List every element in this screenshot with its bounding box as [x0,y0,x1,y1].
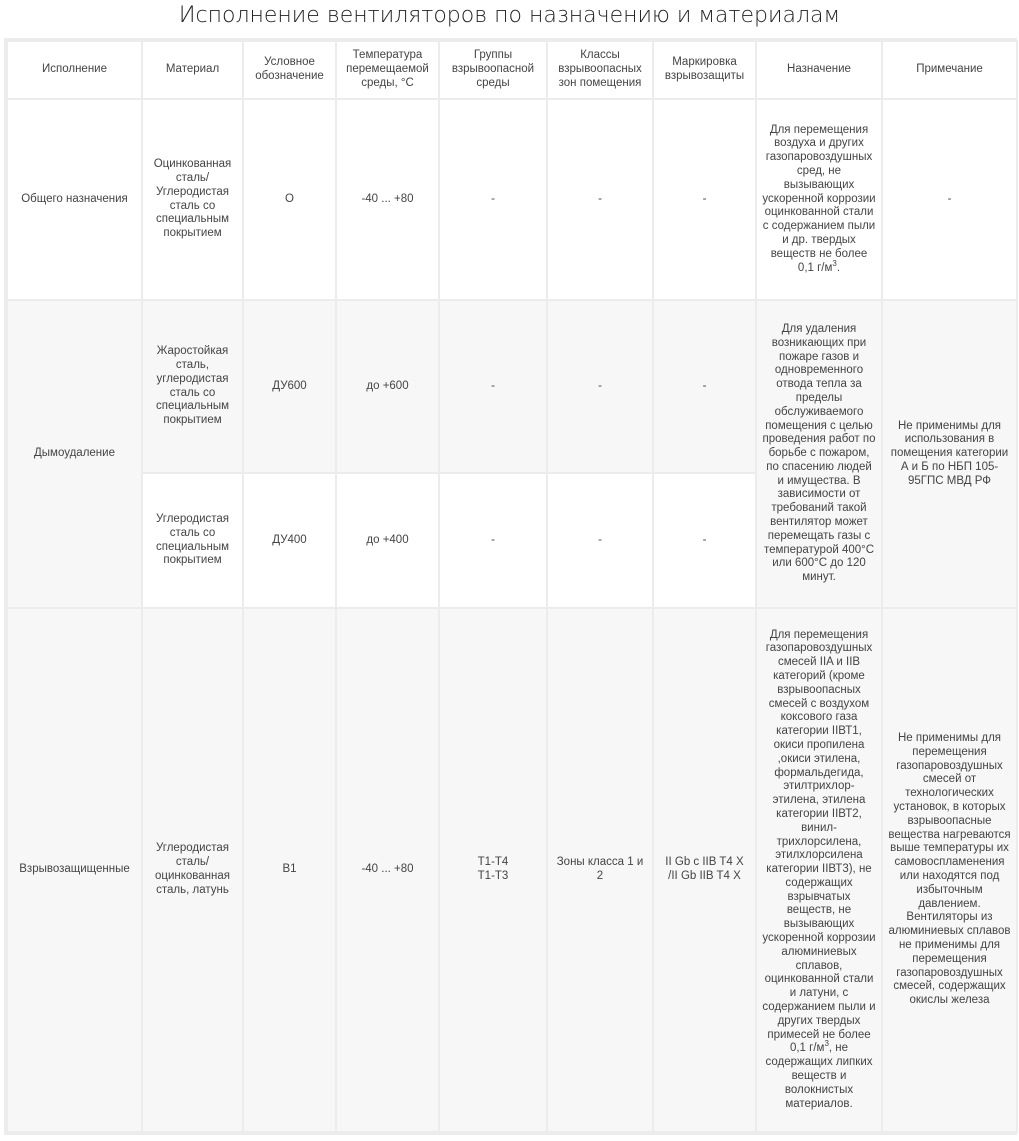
cell-marking: - [652,299,757,474]
header-zones: Классы взрывоопасных зон помещения [546,40,654,100]
cell-designation: ДУ400 [242,472,337,609]
header-material: Материал [141,40,244,100]
header-groups: Группы взрывоопасной среды [438,40,548,100]
cell-groups: - [438,299,548,474]
fan-table: Исполнение Материал Условное обозначение… [6,40,1018,1133]
fan-table-container: Исполнение Материал Условное обозначение… [4,38,1018,1135]
cell-temperature: -40 ... +80 [335,607,440,1133]
cell-designation: ДУ600 [242,299,337,474]
table-row: Дымоудаление Жаростойкая сталь, углероди… [6,299,1018,609]
cell-groups: Т1-Т4 Т1-Т3 [438,607,548,1133]
cell-note: Не применимы для использования в помещен… [881,299,1018,609]
cell-designation: В1 [242,607,337,1133]
table-row: Взрывозащищенные Углеродистая сталь/ оци… [6,607,1018,1133]
purpose-text-end: , не содержащих липких веществ и волокни… [765,1042,873,1110]
cell-marking: - [652,98,757,301]
cell-designation: О [242,98,337,301]
superscript: 3 [824,1039,829,1049]
table-row: Углеродистая сталь со специальным покрыт… [7,472,1017,609]
cell-execution: Дымоудаление [6,299,143,609]
cell-zones: - [546,472,654,609]
cell-temperature: до +400 [335,472,440,609]
header-marking: Маркировка взрывозащиты [652,40,757,100]
superscript: 3 [832,258,837,268]
cell-note: - [881,98,1018,301]
cell-zones: - [546,299,654,474]
purpose-text: Для перемещения воздуха и других газопар… [762,123,876,274]
header-row: Исполнение Материал Условное обозначение… [6,40,1018,100]
header-designation: Условное обозначение [242,40,337,100]
purpose-text: Для перемещения газопаровоздушных смесей… [762,628,876,1055]
cell-material: Жаростойкая сталь, углеродистая сталь со… [141,299,244,474]
header-note: Примечание [881,40,1018,100]
cell-execution: Общего назначения [6,98,143,301]
cell-purpose: Для перемещения газопаровоздушных смесей… [755,607,883,1133]
cell-zones: Зоны класса 1 и 2 [546,607,654,1133]
group-line: Т1-Т3 [477,870,509,882]
cell-note: Не применимы для перемещения газопаровоз… [881,607,1018,1133]
cell-temperature: до +600 [335,299,440,474]
cell-zones: - [546,98,654,301]
cell-purpose: Для перемещения воздуха и других газопар… [755,98,883,301]
group-line: Т1-Т4 [477,856,509,869]
header-temperature: Температура перемещаемой среды, °С [335,40,440,100]
cell-marking: - [652,472,757,609]
header-execution: Исполнение [6,40,143,100]
page-title: Исполнение вентиляторов по назначению и … [178,3,841,28]
cell-purpose: Для удаления возникающих при пожаре газо… [755,299,883,609]
cell-material: Углеродистая сталь со специальным покрыт… [141,472,244,609]
cell-material: Углеродистая сталь/ оцинкованная сталь, … [141,607,244,1133]
header-purpose: Назначение [755,40,883,100]
cell-execution: Взрывозащищенные [6,607,143,1133]
cell-temperature: -40 ... +80 [335,98,440,301]
cell-marking: II Gb c IIB T4 X /II Gb IIB T4 X [652,607,757,1133]
cell-material: Оцинкованная сталь/ Углеродистая сталь с… [141,98,244,301]
cell-groups: - [438,98,548,301]
cell-groups: - [438,472,548,609]
purpose-text-end: . [836,261,841,274]
table-row: Общего назначения Оцинкованная сталь/ Уг… [6,98,1018,301]
